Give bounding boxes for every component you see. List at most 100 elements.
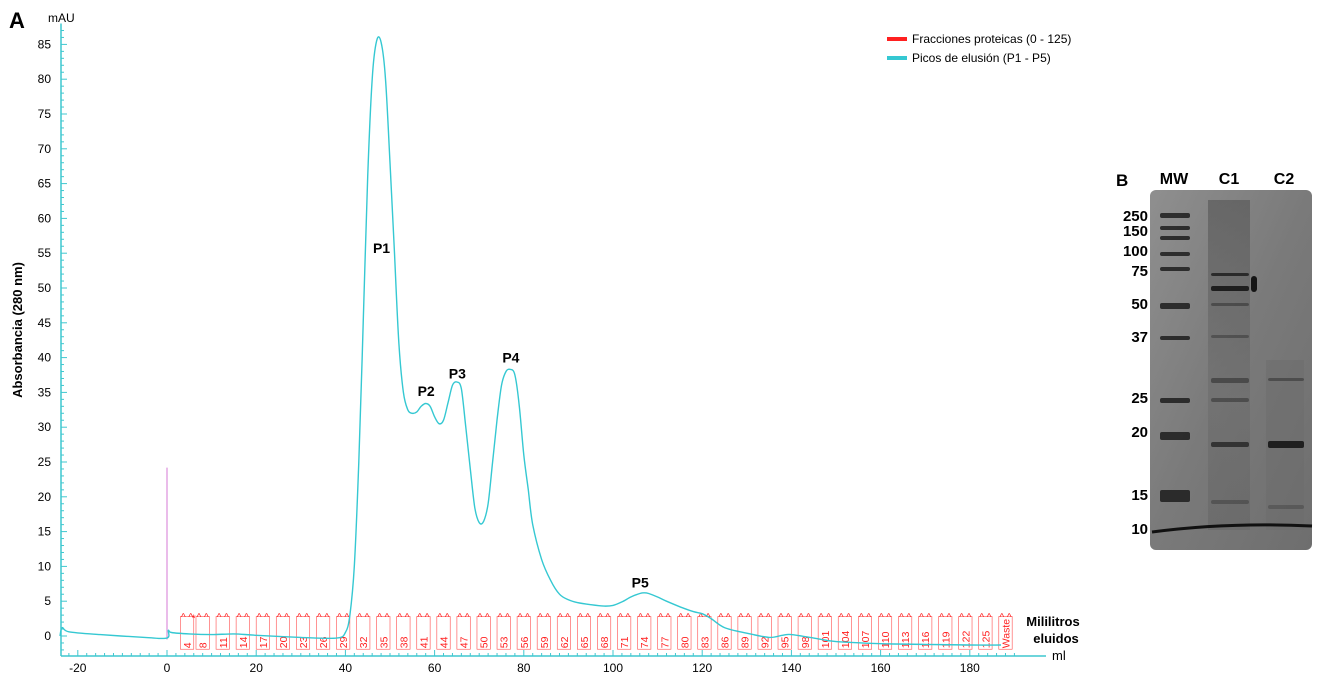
fraction-caret: ^: [518, 613, 523, 624]
gel-band-mw: [1160, 267, 1190, 271]
y-tick-label: 70: [38, 142, 52, 156]
gel-lane-label: MW: [1160, 171, 1189, 188]
fraction-box: [396, 616, 411, 650]
fraction-caret: ^: [779, 613, 784, 624]
fraction-box: [657, 616, 672, 650]
fraction-label: 4: [182, 642, 194, 648]
fraction-label: 17: [258, 636, 270, 648]
x-tick-label: 20: [250, 661, 264, 673]
fraction-caret: ^: [397, 613, 402, 624]
fraction-label: 65: [579, 636, 591, 648]
fraction-box: [677, 616, 692, 650]
fraction-label: 50: [479, 636, 491, 648]
gel-marker-label: 100: [1123, 243, 1148, 260]
fraction-caret: ^: [244, 613, 249, 624]
y-tick-label: 85: [38, 37, 52, 51]
fraction-label: 62: [559, 636, 571, 648]
fraction-caret: ^: [666, 613, 671, 624]
fraction-box: [456, 616, 471, 650]
fraction-caret: ^: [706, 613, 711, 624]
fraction-label: 29: [338, 636, 350, 648]
fraction-label: 47: [459, 636, 471, 648]
y-tick-label: 35: [38, 385, 52, 399]
fraction-caret: ^: [786, 613, 791, 624]
fraction-box: [878, 616, 893, 650]
fraction-caret: ^: [264, 613, 269, 624]
peak-annotations: P1 P2 P3 P4 P5: [373, 240, 649, 590]
fraction-caret: ^: [598, 613, 603, 624]
y-tick-label: 10: [38, 559, 52, 573]
fraction-41: ^ ^ 41: [416, 613, 431, 650]
fraction-caret: ^: [297, 613, 302, 624]
fraction-68: ^ ^ 68: [597, 613, 611, 650]
y-tick-label: 15: [38, 525, 52, 539]
y-tick-label: 75: [38, 107, 52, 121]
fraction-caret: ^: [646, 613, 651, 624]
fraction-box: [376, 616, 391, 650]
fraction-122: ^ ^ 122: [958, 613, 972, 650]
gel-marker-label: 15: [1131, 487, 1148, 504]
fraction-label: 80: [679, 636, 691, 648]
fraction-50: ^ ^ 50: [476, 613, 491, 650]
fraction-101: ^ ^ 101: [817, 613, 832, 650]
fraction-38: ^ ^ 38: [396, 613, 411, 650]
gel-band-c1: [1211, 286, 1249, 291]
fraction-caret: ^: [505, 613, 510, 624]
fraction-caret: ^: [377, 613, 382, 624]
fraction-box: [637, 616, 652, 650]
fraction-17: ^ ^ 17: [255, 613, 270, 650]
fraction-label: 104: [840, 631, 852, 649]
fraction-caret: ^: [317, 613, 322, 624]
fraction-caret: ^: [204, 613, 209, 624]
fraction-caret: ^: [959, 613, 964, 624]
x-tick-label: -20: [69, 661, 87, 673]
fraction-caret: ^: [188, 613, 193, 624]
gel-band-mw: [1160, 432, 1190, 440]
y-axis-title: Absorbancia (280 nm): [10, 262, 25, 398]
legend-item-fractions: Fracciones proteicas (0 - 125): [887, 32, 1071, 46]
fraction-86: ^ ^ 86: [717, 613, 732, 650]
fraction-box: [918, 616, 933, 650]
fraction-caret: ^: [906, 613, 911, 624]
gel-bands: [1160, 213, 1304, 509]
x-tick-label: 100: [603, 661, 623, 673]
fraction-caret: ^: [846, 613, 851, 624]
fraction-label: 26: [318, 636, 330, 648]
fraction-label: 14: [238, 636, 250, 648]
fraction-caret: ^: [417, 613, 422, 624]
fraction-label: 53: [499, 636, 511, 648]
gel-band-c2: [1268, 441, 1304, 448]
fraction-caret: ^: [899, 613, 904, 624]
gel-band-mw: [1160, 236, 1190, 240]
fraction-label: 92: [760, 636, 772, 648]
fraction-box: [476, 616, 491, 650]
y-tick-label: 5: [44, 594, 51, 608]
peak-label-P2: P2: [418, 383, 435, 399]
fraction-caret: ^: [365, 613, 370, 624]
gel-marker-label: 50: [1131, 296, 1148, 313]
fraction-caret: ^: [919, 613, 924, 624]
fraction-start-marker: *: [192, 614, 196, 625]
fraction-caret: ^: [839, 613, 844, 624]
fraction-caret: ^: [324, 613, 329, 624]
fraction-label: 101: [820, 631, 832, 649]
fraction-box: [757, 616, 772, 650]
series-line-0: [59, 36, 1002, 646]
y-tick-label: 25: [38, 455, 52, 469]
fraction-box: [777, 616, 792, 650]
fraction-caret: ^: [385, 613, 390, 624]
fraction-box: [416, 616, 431, 650]
y-tick-label: 40: [38, 351, 52, 365]
fraction-119: ^ ^ 119: [938, 613, 953, 650]
fraction-caret: ^: [257, 613, 262, 624]
fraction-83: ^ ^ 83: [697, 613, 711, 650]
fraction-box: [336, 616, 351, 650]
x-tick-label: 180: [960, 661, 980, 673]
fraction-box: [857, 616, 872, 650]
peak-label-P4: P4: [502, 349, 519, 365]
gel-band-mw: [1160, 398, 1190, 403]
fraction-caret: ^: [578, 613, 583, 624]
fraction-box: [938, 616, 953, 650]
